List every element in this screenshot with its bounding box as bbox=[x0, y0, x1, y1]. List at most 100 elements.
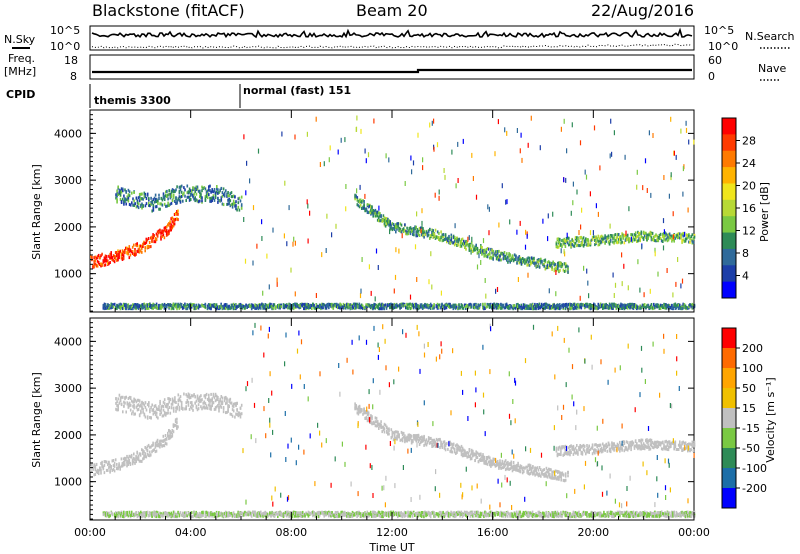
data-cell bbox=[150, 445, 152, 449]
data-cell bbox=[334, 304, 337, 308]
data-cell bbox=[128, 249, 131, 253]
data-cell bbox=[395, 437, 397, 441]
data-cell bbox=[670, 175, 672, 181]
data-cell bbox=[177, 197, 180, 201]
data-cell bbox=[684, 304, 687, 308]
data-cell bbox=[456, 244, 458, 247]
data-cell bbox=[422, 229, 424, 233]
data-cell bbox=[96, 264, 99, 268]
data-cell bbox=[409, 302, 412, 306]
data-cell bbox=[146, 452, 149, 456]
data-cell bbox=[386, 430, 388, 433]
data-cell bbox=[256, 304, 259, 308]
data-cell bbox=[232, 402, 235, 406]
data-cell bbox=[487, 455, 490, 459]
data-cell bbox=[154, 442, 157, 446]
data-cell bbox=[658, 307, 661, 310]
data-cell bbox=[179, 188, 182, 192]
data-cell bbox=[630, 305, 632, 309]
data-cell bbox=[214, 193, 217, 197]
data-cell bbox=[664, 306, 666, 310]
data-cell bbox=[152, 233, 154, 237]
data-cell bbox=[138, 399, 141, 403]
data-cell bbox=[530, 466, 533, 470]
data-cell bbox=[587, 305, 589, 309]
data-cell bbox=[158, 306, 160, 310]
data-cell bbox=[200, 194, 202, 198]
data-cell bbox=[206, 397, 209, 401]
data-cell bbox=[679, 303, 681, 307]
data-cell bbox=[104, 303, 107, 306]
data-cell bbox=[377, 303, 380, 307]
data-cell bbox=[400, 230, 403, 234]
data-cell bbox=[235, 305, 237, 309]
data-cell bbox=[594, 239, 596, 242]
data-cell bbox=[431, 442, 433, 446]
data-cell bbox=[163, 195, 166, 199]
data-cell bbox=[546, 470, 549, 474]
data-cell bbox=[404, 440, 406, 444]
data-cell bbox=[261, 302, 263, 306]
data-cell bbox=[418, 438, 421, 442]
data-cell bbox=[467, 452, 470, 456]
data-cell bbox=[176, 424, 178, 428]
y-tick-label: 3000 bbox=[54, 174, 82, 187]
data-cell bbox=[491, 248, 493, 252]
data-cell bbox=[614, 282, 617, 288]
data-cell bbox=[558, 269, 560, 273]
data-cell bbox=[172, 409, 175, 413]
data-cell bbox=[131, 462, 134, 466]
data-cell bbox=[478, 249, 481, 253]
data-cell bbox=[597, 303, 600, 307]
data-cell bbox=[127, 196, 130, 200]
data-cell bbox=[427, 439, 430, 443]
data-cell bbox=[491, 305, 493, 309]
data-cell bbox=[639, 287, 641, 293]
data-cell bbox=[134, 303, 136, 306]
data-cell bbox=[570, 303, 572, 306]
data-cell bbox=[104, 263, 107, 267]
data-cell bbox=[458, 448, 460, 452]
data-cell bbox=[649, 288, 651, 294]
data-cell bbox=[472, 244, 474, 248]
data-cell bbox=[430, 436, 432, 440]
data-cell bbox=[581, 240, 584, 244]
data-cell bbox=[457, 240, 459, 244]
data-cell bbox=[177, 303, 179, 307]
data-cell bbox=[356, 115, 358, 121]
data-cell bbox=[141, 244, 143, 248]
data-cell bbox=[227, 194, 229, 198]
data-cell bbox=[600, 240, 603, 244]
data-cell bbox=[367, 416, 370, 420]
data-cell bbox=[386, 222, 388, 226]
data-cell bbox=[124, 401, 126, 405]
data-cell bbox=[373, 118, 375, 124]
data-cell bbox=[453, 243, 456, 247]
data-cell bbox=[143, 242, 145, 246]
data-cell bbox=[170, 402, 173, 406]
data-cell bbox=[339, 306, 341, 310]
data-cell bbox=[369, 204, 371, 208]
data-cell bbox=[200, 405, 202, 409]
data-cell bbox=[149, 408, 151, 412]
data-cell bbox=[105, 258, 108, 262]
data-cell bbox=[638, 237, 640, 241]
data-cell bbox=[530, 307, 533, 310]
colorbar-tick-label: 8 bbox=[742, 247, 749, 260]
data-cell bbox=[529, 304, 532, 308]
data-cell bbox=[518, 255, 521, 258]
data-cell bbox=[94, 255, 97, 259]
data-cell bbox=[129, 455, 132, 459]
data-cell bbox=[453, 305, 456, 309]
data-cell bbox=[329, 303, 331, 307]
data-cell bbox=[184, 303, 186, 307]
nsearch-tick-high: 10^5 bbox=[704, 24, 734, 37]
data-cell bbox=[227, 307, 229, 311]
data-cell bbox=[667, 233, 670, 237]
data-cell bbox=[619, 237, 621, 241]
data-cell bbox=[460, 453, 463, 457]
data-cell bbox=[378, 422, 380, 426]
data-cell bbox=[606, 237, 609, 241]
data-cell bbox=[576, 306, 578, 310]
data-cell bbox=[449, 449, 451, 453]
